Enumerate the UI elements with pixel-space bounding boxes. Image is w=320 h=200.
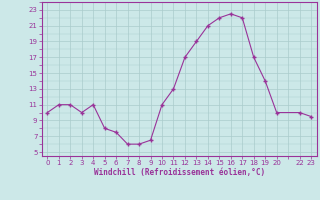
X-axis label: Windchill (Refroidissement éolien,°C): Windchill (Refroidissement éolien,°C) xyxy=(94,168,265,177)
